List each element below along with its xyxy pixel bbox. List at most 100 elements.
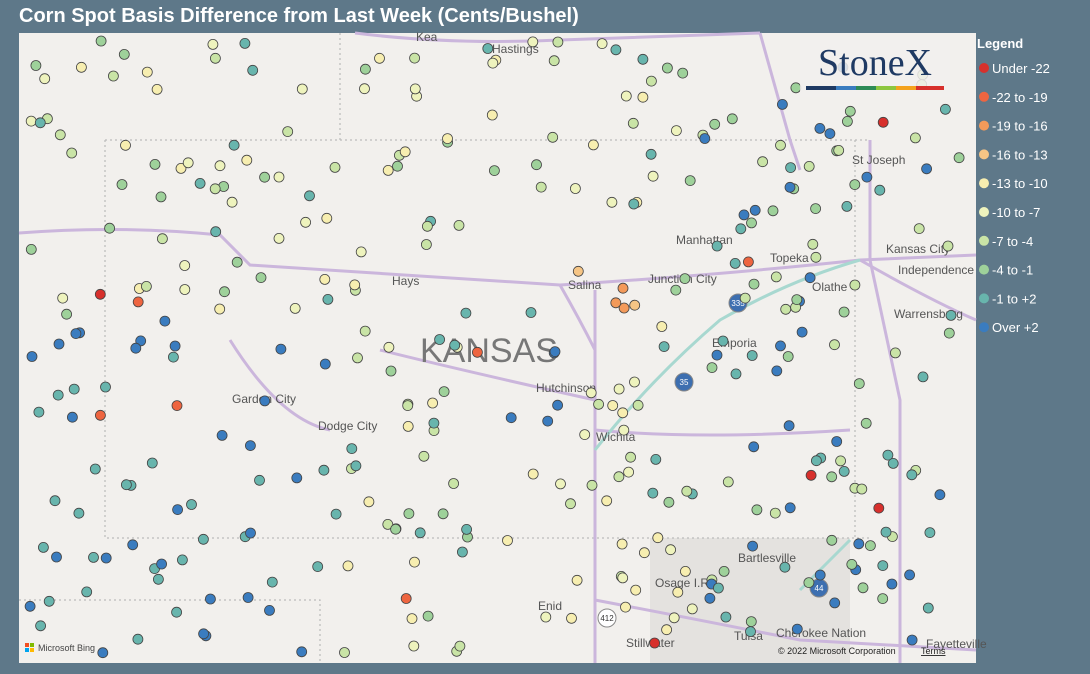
marker[interactable]	[647, 487, 659, 499]
marker[interactable]	[865, 540, 876, 551]
marker[interactable]	[803, 160, 815, 172]
marker[interactable]	[400, 593, 412, 604]
marker[interactable]	[342, 560, 354, 572]
marker[interactable]	[244, 440, 256, 452]
marker[interactable]	[24, 600, 36, 612]
marker[interactable]	[116, 179, 128, 190]
marker[interactable]	[52, 389, 64, 401]
marker[interactable]	[630, 584, 642, 596]
marker[interactable]	[437, 508, 449, 520]
marker[interactable]	[402, 400, 414, 412]
marker[interactable]	[39, 73, 51, 85]
marker[interactable]	[924, 527, 936, 538]
marker[interactable]	[179, 284, 191, 295]
marker[interactable]	[422, 610, 434, 622]
marker[interactable]	[34, 117, 46, 129]
marker[interactable]	[296, 83, 308, 95]
marker[interactable]	[910, 132, 921, 144]
marker[interactable]	[359, 325, 371, 337]
marker[interactable]	[680, 566, 691, 577]
marker[interactable]	[30, 60, 42, 71]
marker[interactable]	[749, 204, 761, 216]
marker[interactable]	[748, 441, 760, 453]
marker[interactable]	[548, 55, 560, 67]
marker[interactable]	[346, 443, 358, 455]
marker[interactable]	[617, 572, 629, 584]
marker[interactable]	[300, 216, 312, 228]
marker[interactable]	[805, 469, 817, 481]
marker[interactable]	[658, 341, 670, 353]
marker[interactable]	[152, 573, 164, 585]
marker[interactable]	[209, 183, 221, 195]
marker[interactable]	[566, 612, 577, 624]
marker[interactable]	[617, 407, 629, 419]
marker[interactable]	[704, 592, 716, 604]
marker[interactable]	[226, 196, 238, 208]
marker[interactable]	[777, 99, 788, 110]
marker[interactable]	[216, 429, 228, 441]
marker[interactable]	[97, 647, 109, 659]
marker[interactable]	[699, 133, 711, 144]
marker[interactable]	[409, 556, 420, 568]
marker[interactable]	[746, 217, 757, 229]
marker[interactable]	[555, 478, 566, 490]
marker[interactable]	[656, 321, 668, 332]
marker[interactable]	[803, 577, 815, 588]
marker[interactable]	[628, 198, 640, 210]
marker[interactable]	[448, 478, 460, 489]
marker[interactable]	[149, 158, 161, 170]
marker[interactable]	[810, 203, 821, 215]
marker[interactable]	[607, 400, 619, 411]
marker[interactable]	[670, 284, 682, 296]
marker[interactable]	[427, 397, 439, 409]
marker[interactable]	[239, 38, 251, 49]
marker[interactable]	[296, 646, 308, 658]
marker[interactable]	[156, 233, 168, 245]
marker[interactable]	[49, 495, 61, 507]
marker[interactable]	[856, 483, 868, 495]
marker[interactable]	[454, 640, 466, 652]
marker[interactable]	[586, 479, 598, 491]
marker[interactable]	[118, 49, 130, 60]
marker[interactable]	[717, 335, 729, 347]
marker[interactable]	[67, 411, 78, 423]
marker[interactable]	[681, 485, 693, 497]
marker[interactable]	[68, 383, 80, 395]
marker[interactable]	[182, 157, 194, 169]
marker[interactable]	[661, 624, 672, 636]
marker[interactable]	[831, 436, 843, 447]
marker[interactable]	[482, 43, 494, 54]
marker[interactable]	[488, 165, 500, 177]
marker[interactable]	[179, 260, 191, 271]
marker[interactable]	[434, 334, 446, 345]
marker[interactable]	[844, 105, 856, 117]
marker[interactable]	[826, 534, 838, 546]
marker[interactable]	[53, 338, 65, 350]
marker[interactable]	[359, 83, 370, 95]
marker[interactable]	[668, 612, 680, 624]
marker[interactable]	[860, 417, 872, 429]
marker[interactable]	[304, 190, 315, 202]
marker[interactable]	[121, 479, 132, 491]
marker[interactable]	[505, 412, 517, 424]
marker[interactable]	[565, 498, 576, 510]
marker[interactable]	[198, 628, 210, 640]
marker[interactable]	[722, 476, 734, 488]
marker[interactable]	[140, 280, 152, 292]
marker[interactable]	[88, 552, 99, 563]
marker[interactable]	[616, 538, 628, 550]
marker[interactable]	[796, 326, 808, 338]
marker[interactable]	[767, 205, 779, 217]
legend-label[interactable]: Under -22	[992, 61, 1050, 76]
marker[interactable]	[625, 451, 636, 463]
marker[interactable]	[100, 381, 111, 393]
marker[interactable]	[186, 499, 197, 510]
legend-label[interactable]: -16 to -13	[992, 147, 1048, 162]
marker[interactable]	[171, 606, 183, 618]
marker[interactable]	[382, 519, 394, 530]
marker[interactable]	[804, 272, 816, 284]
legend-label[interactable]: -7 to -4	[992, 234, 1033, 249]
marker[interactable]	[739, 292, 751, 304]
marker[interactable]	[322, 293, 334, 305]
marker[interactable]	[442, 133, 453, 145]
